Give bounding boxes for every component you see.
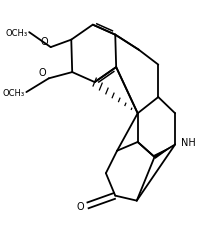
Text: OCH₃: OCH₃: [2, 88, 24, 97]
Text: O: O: [77, 201, 84, 211]
Text: O: O: [40, 37, 48, 47]
Polygon shape: [154, 145, 175, 159]
Text: OCH₃: OCH₃: [5, 28, 27, 38]
Text: NH: NH: [181, 138, 196, 147]
Text: O: O: [38, 68, 46, 78]
